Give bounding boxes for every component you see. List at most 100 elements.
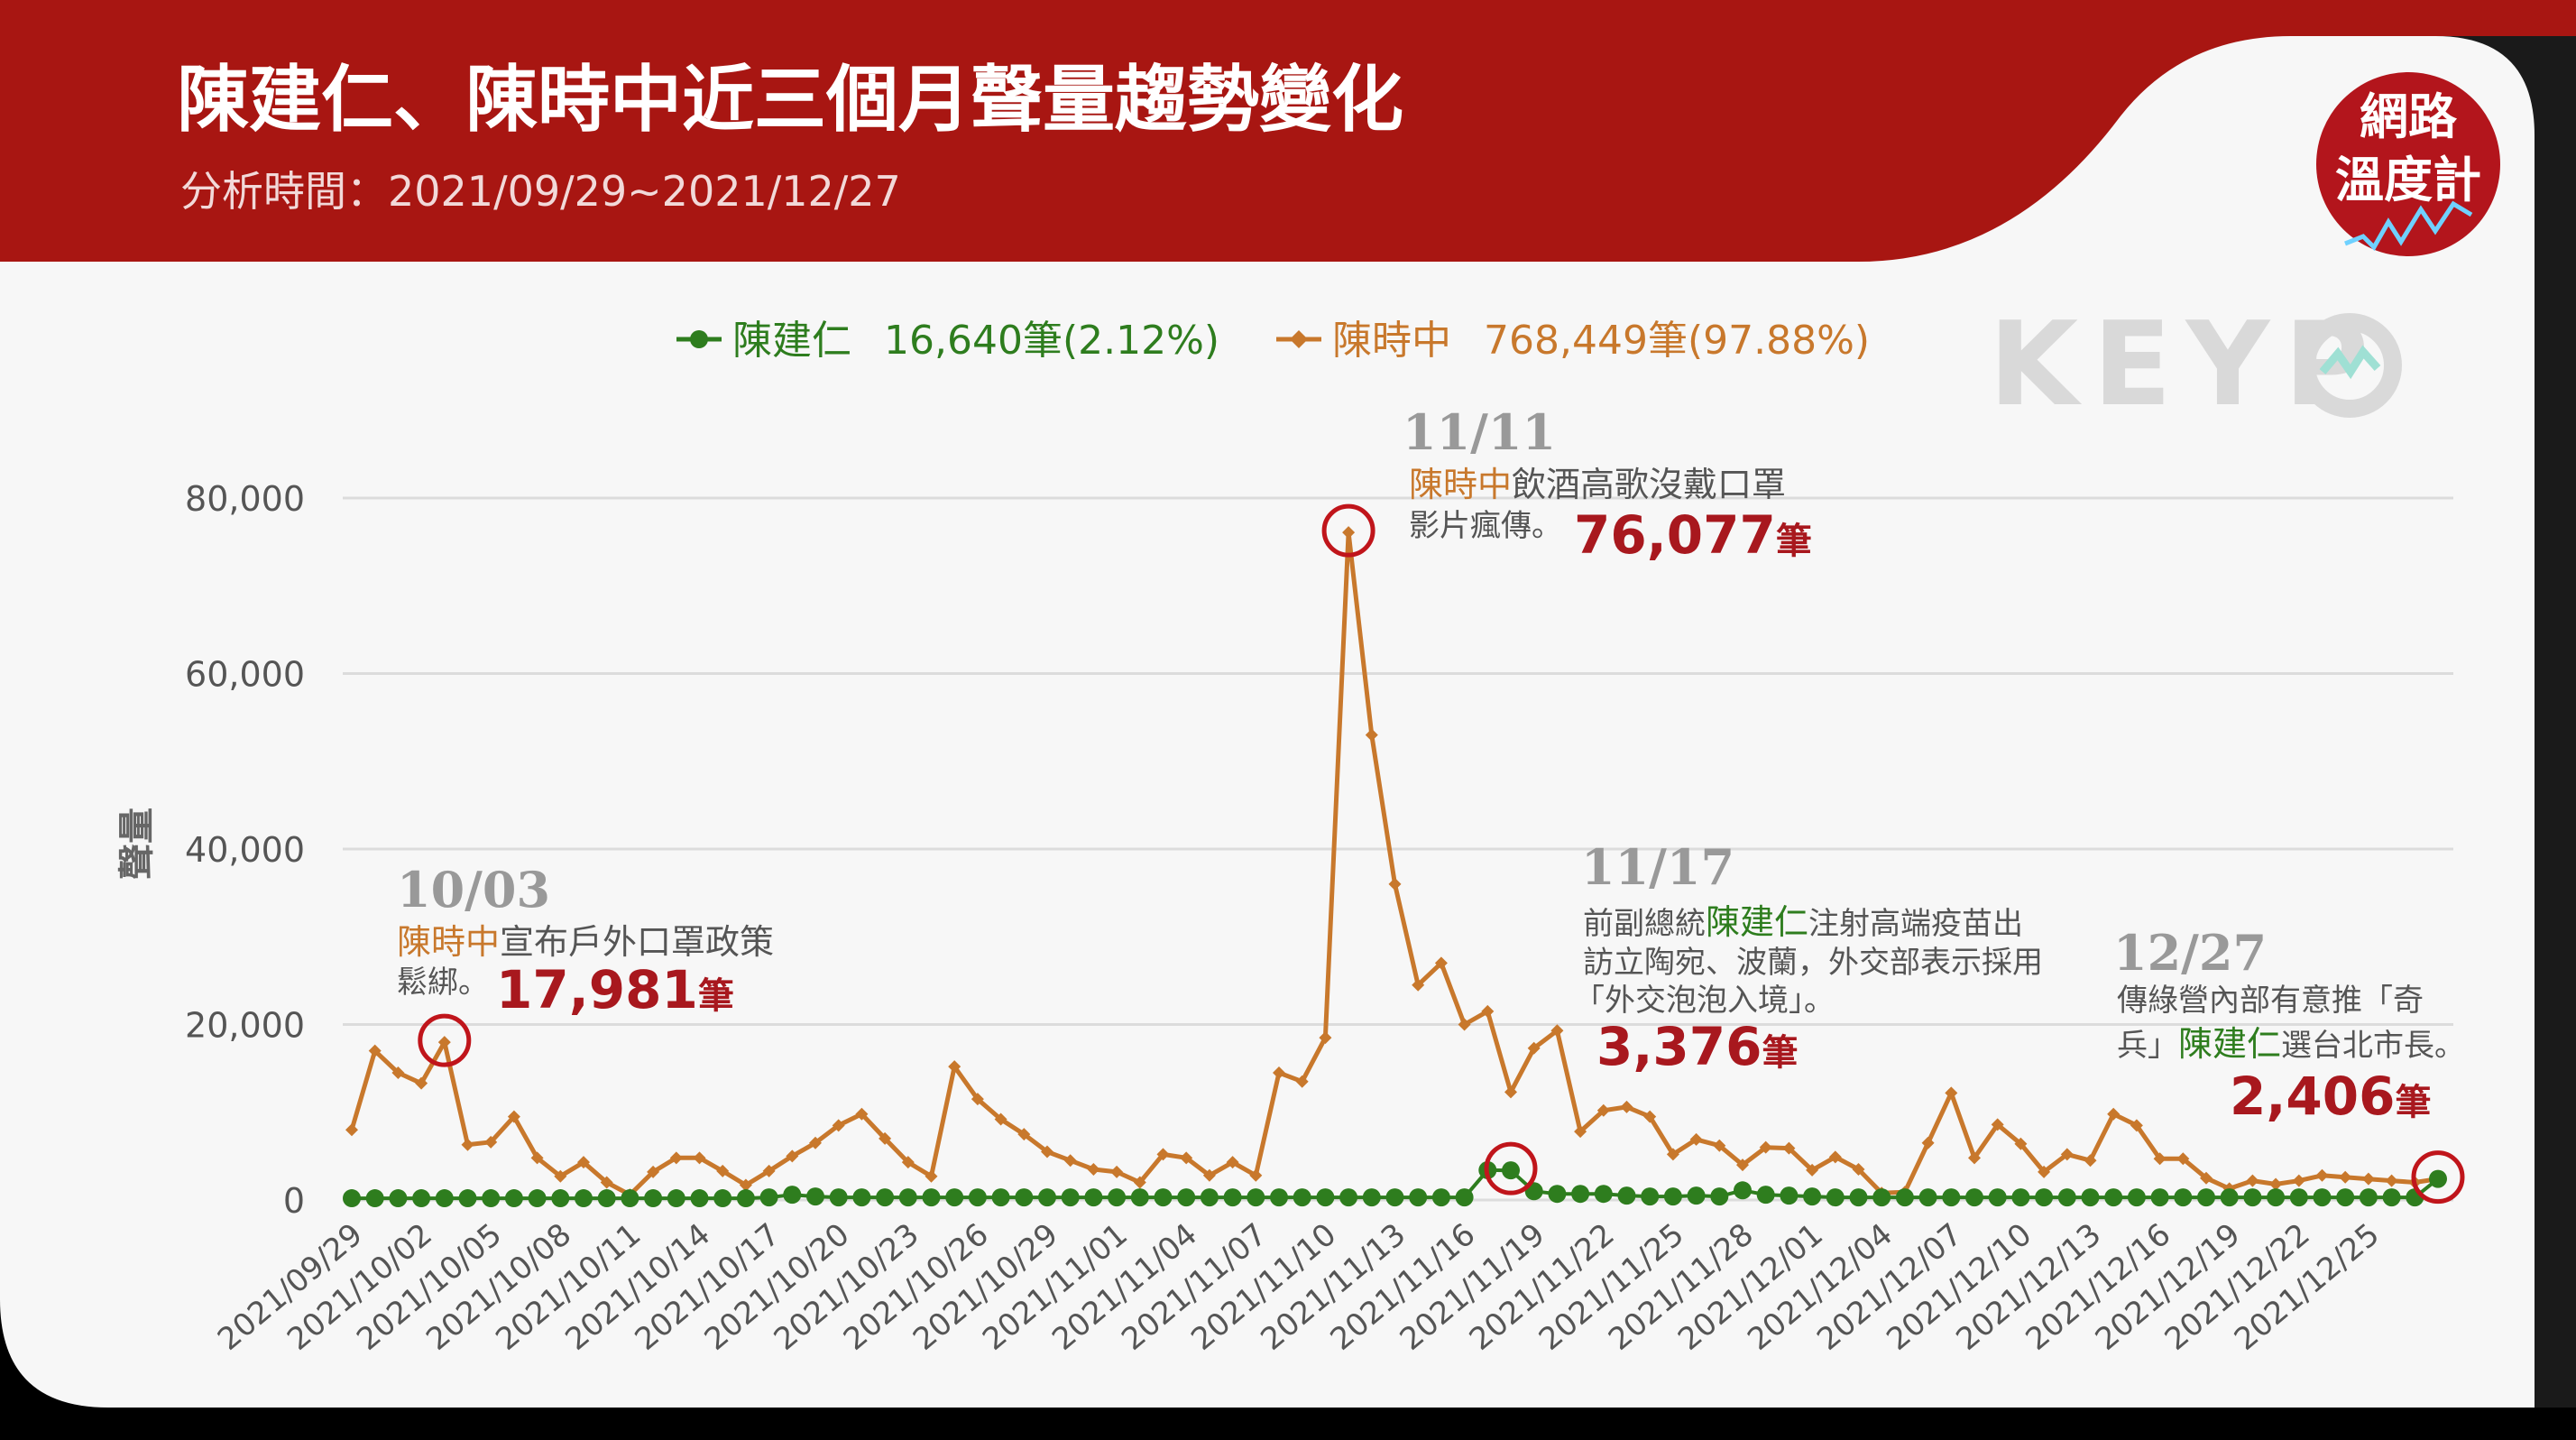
data-point bbox=[716, 1164, 730, 1177]
data-point bbox=[621, 1189, 639, 1208]
annotation-text: 傳綠營內部有意推「奇 bbox=[2117, 983, 2424, 1019]
annotation-person: 陳建仁 bbox=[1706, 902, 1808, 942]
data-point bbox=[2035, 1188, 2054, 1207]
data-point bbox=[1689, 1132, 1703, 1146]
data-point bbox=[2361, 1172, 2375, 1186]
data-point bbox=[1061, 1188, 1080, 1207]
data-point bbox=[2084, 1154, 2097, 1168]
data-point bbox=[1574, 1125, 1587, 1139]
data-point bbox=[1663, 1187, 1682, 1206]
highlight-circle bbox=[1321, 503, 1375, 558]
data-point bbox=[2292, 1174, 2305, 1187]
legend: 陳建仁 16,640筆(2.12%) 陳時中 768,449筆(97.88%) bbox=[676, 318, 1870, 364]
data-point bbox=[1548, 1185, 1567, 1204]
data-point bbox=[1455, 1188, 1474, 1207]
data-point bbox=[948, 1060, 961, 1074]
data-point bbox=[1270, 1188, 1288, 1207]
svg-text:16,640筆(2.12%): 16,640筆(2.12%) bbox=[884, 318, 1219, 364]
data-point bbox=[713, 1189, 732, 1208]
data-point bbox=[1434, 956, 1448, 970]
data-point bbox=[809, 1136, 822, 1149]
data-point bbox=[1017, 1128, 1031, 1141]
data-point bbox=[435, 1189, 454, 1208]
series-jianren bbox=[343, 1160, 2447, 1208]
svg-text:兵」陳建仁選台北市長。: 兵」陳建仁選台北市長。 bbox=[2117, 1024, 2465, 1064]
annotation-1003: 10/03 陳時中宣布戶外口罩政策 鬆綁。 17,981筆 bbox=[397, 861, 774, 1020]
data-point bbox=[2150, 1188, 2169, 1207]
annotation-1227: 12/27 傳綠營內部有意推「奇 兵」陳建仁選台北市長。 2,406筆 bbox=[2113, 924, 2465, 1127]
data-point bbox=[1316, 1188, 1335, 1207]
data-point bbox=[484, 1135, 498, 1149]
data-point bbox=[2038, 1165, 2051, 1178]
data-point bbox=[1782, 1141, 1796, 1155]
svg-text:陳時中宣布戶外口罩政策: 陳時中宣布戶外口罩政策 bbox=[397, 922, 774, 962]
annotation-unit: 筆 bbox=[2395, 1082, 2431, 1123]
data-point bbox=[1200, 1188, 1219, 1207]
legend-item-shizhong: 陳時中 768,449筆(97.88%) bbox=[1276, 318, 1870, 364]
analysis-period: 分析時間：2021/09/29~2021/12/27 bbox=[180, 167, 901, 216]
data-point bbox=[600, 1176, 613, 1189]
y-tick-label: 80,000 bbox=[185, 479, 305, 519]
data-point bbox=[644, 1189, 663, 1208]
data-point bbox=[1968, 1151, 1981, 1165]
annotation-text: 飲酒高歌沒戴口罩 bbox=[1512, 465, 1786, 504]
svg-text:陳時中飲酒高歌沒戴口罩: 陳時中飲酒高歌沒戴口罩 bbox=[1409, 465, 1786, 504]
data-point bbox=[1108, 1188, 1127, 1207]
data-point bbox=[1736, 1158, 1749, 1172]
data-point bbox=[415, 1076, 428, 1090]
data-point bbox=[2336, 1188, 2355, 1207]
data-point bbox=[1641, 1187, 1660, 1206]
data-point bbox=[667, 1189, 685, 1208]
data-point bbox=[991, 1188, 1010, 1207]
thermometer-badge: 網路 溫度計 bbox=[2316, 72, 2500, 256]
data-point bbox=[1038, 1188, 1056, 1207]
data-point bbox=[693, 1151, 706, 1165]
data-point bbox=[1180, 1151, 1193, 1165]
data-point bbox=[945, 1188, 964, 1207]
annotation-text: 影片瘋傳。 bbox=[1409, 508, 1562, 544]
data-point bbox=[2339, 1170, 2352, 1184]
data-point bbox=[1295, 1075, 1309, 1088]
pulse-icon bbox=[2344, 200, 2473, 252]
annotation-date: 10/03 bbox=[397, 861, 550, 918]
highlight-circle bbox=[418, 1013, 472, 1067]
data-point bbox=[925, 1169, 938, 1183]
data-point bbox=[1154, 1188, 1173, 1207]
annotation-1111: 11/11 陳時中飲酒高歌沒戴口罩 影片瘋傳。 76,077筆 bbox=[1403, 403, 1812, 566]
annotation-text: 注射高端疫苗出 bbox=[1808, 906, 2023, 942]
data-point bbox=[1849, 1188, 1868, 1207]
annotation-person: 陳時中 bbox=[397, 922, 500, 962]
data-point bbox=[2130, 1119, 2143, 1132]
data-point bbox=[1945, 1086, 1958, 1100]
data-point bbox=[1620, 1100, 1633, 1113]
data-point bbox=[994, 1112, 1007, 1126]
data-point bbox=[1223, 1188, 1242, 1207]
highlight-circle bbox=[1484, 1141, 1538, 1195]
data-point bbox=[1759, 1140, 1772, 1154]
data-point bbox=[1504, 1085, 1517, 1099]
annotation-unit: 筆 bbox=[698, 975, 734, 1017]
data-point bbox=[1988, 1188, 2007, 1207]
highlight-circle bbox=[2411, 1150, 2465, 1205]
annotation-text: 鬆綁。 bbox=[397, 965, 489, 1001]
annotation-1117: 11/17 前副總統陳建仁注射高端疫苗出 訪立陶宛、波蘭，外交部表示採用 「外交… bbox=[1574, 838, 2043, 1077]
data-point bbox=[345, 1123, 358, 1137]
svg-text:3,376筆: 3,376筆 bbox=[1596, 1016, 1798, 1077]
data-point bbox=[1666, 1148, 1679, 1161]
data-point bbox=[577, 1156, 590, 1169]
annotation-unit: 筆 bbox=[1762, 1032, 1798, 1074]
data-point bbox=[2176, 1152, 2190, 1166]
annotation-text: 選台北市長。 bbox=[2281, 1028, 2465, 1064]
data-point bbox=[690, 1189, 709, 1208]
data-point bbox=[1015, 1188, 1034, 1207]
data-point bbox=[507, 1110, 520, 1123]
data-point bbox=[1527, 1041, 1541, 1055]
data-point bbox=[1806, 1163, 1819, 1177]
data-point bbox=[2014, 1137, 2028, 1150]
data-point bbox=[968, 1188, 987, 1207]
data-point bbox=[368, 1044, 382, 1057]
data-point bbox=[1571, 1185, 1590, 1204]
data-point bbox=[2174, 1188, 2193, 1207]
